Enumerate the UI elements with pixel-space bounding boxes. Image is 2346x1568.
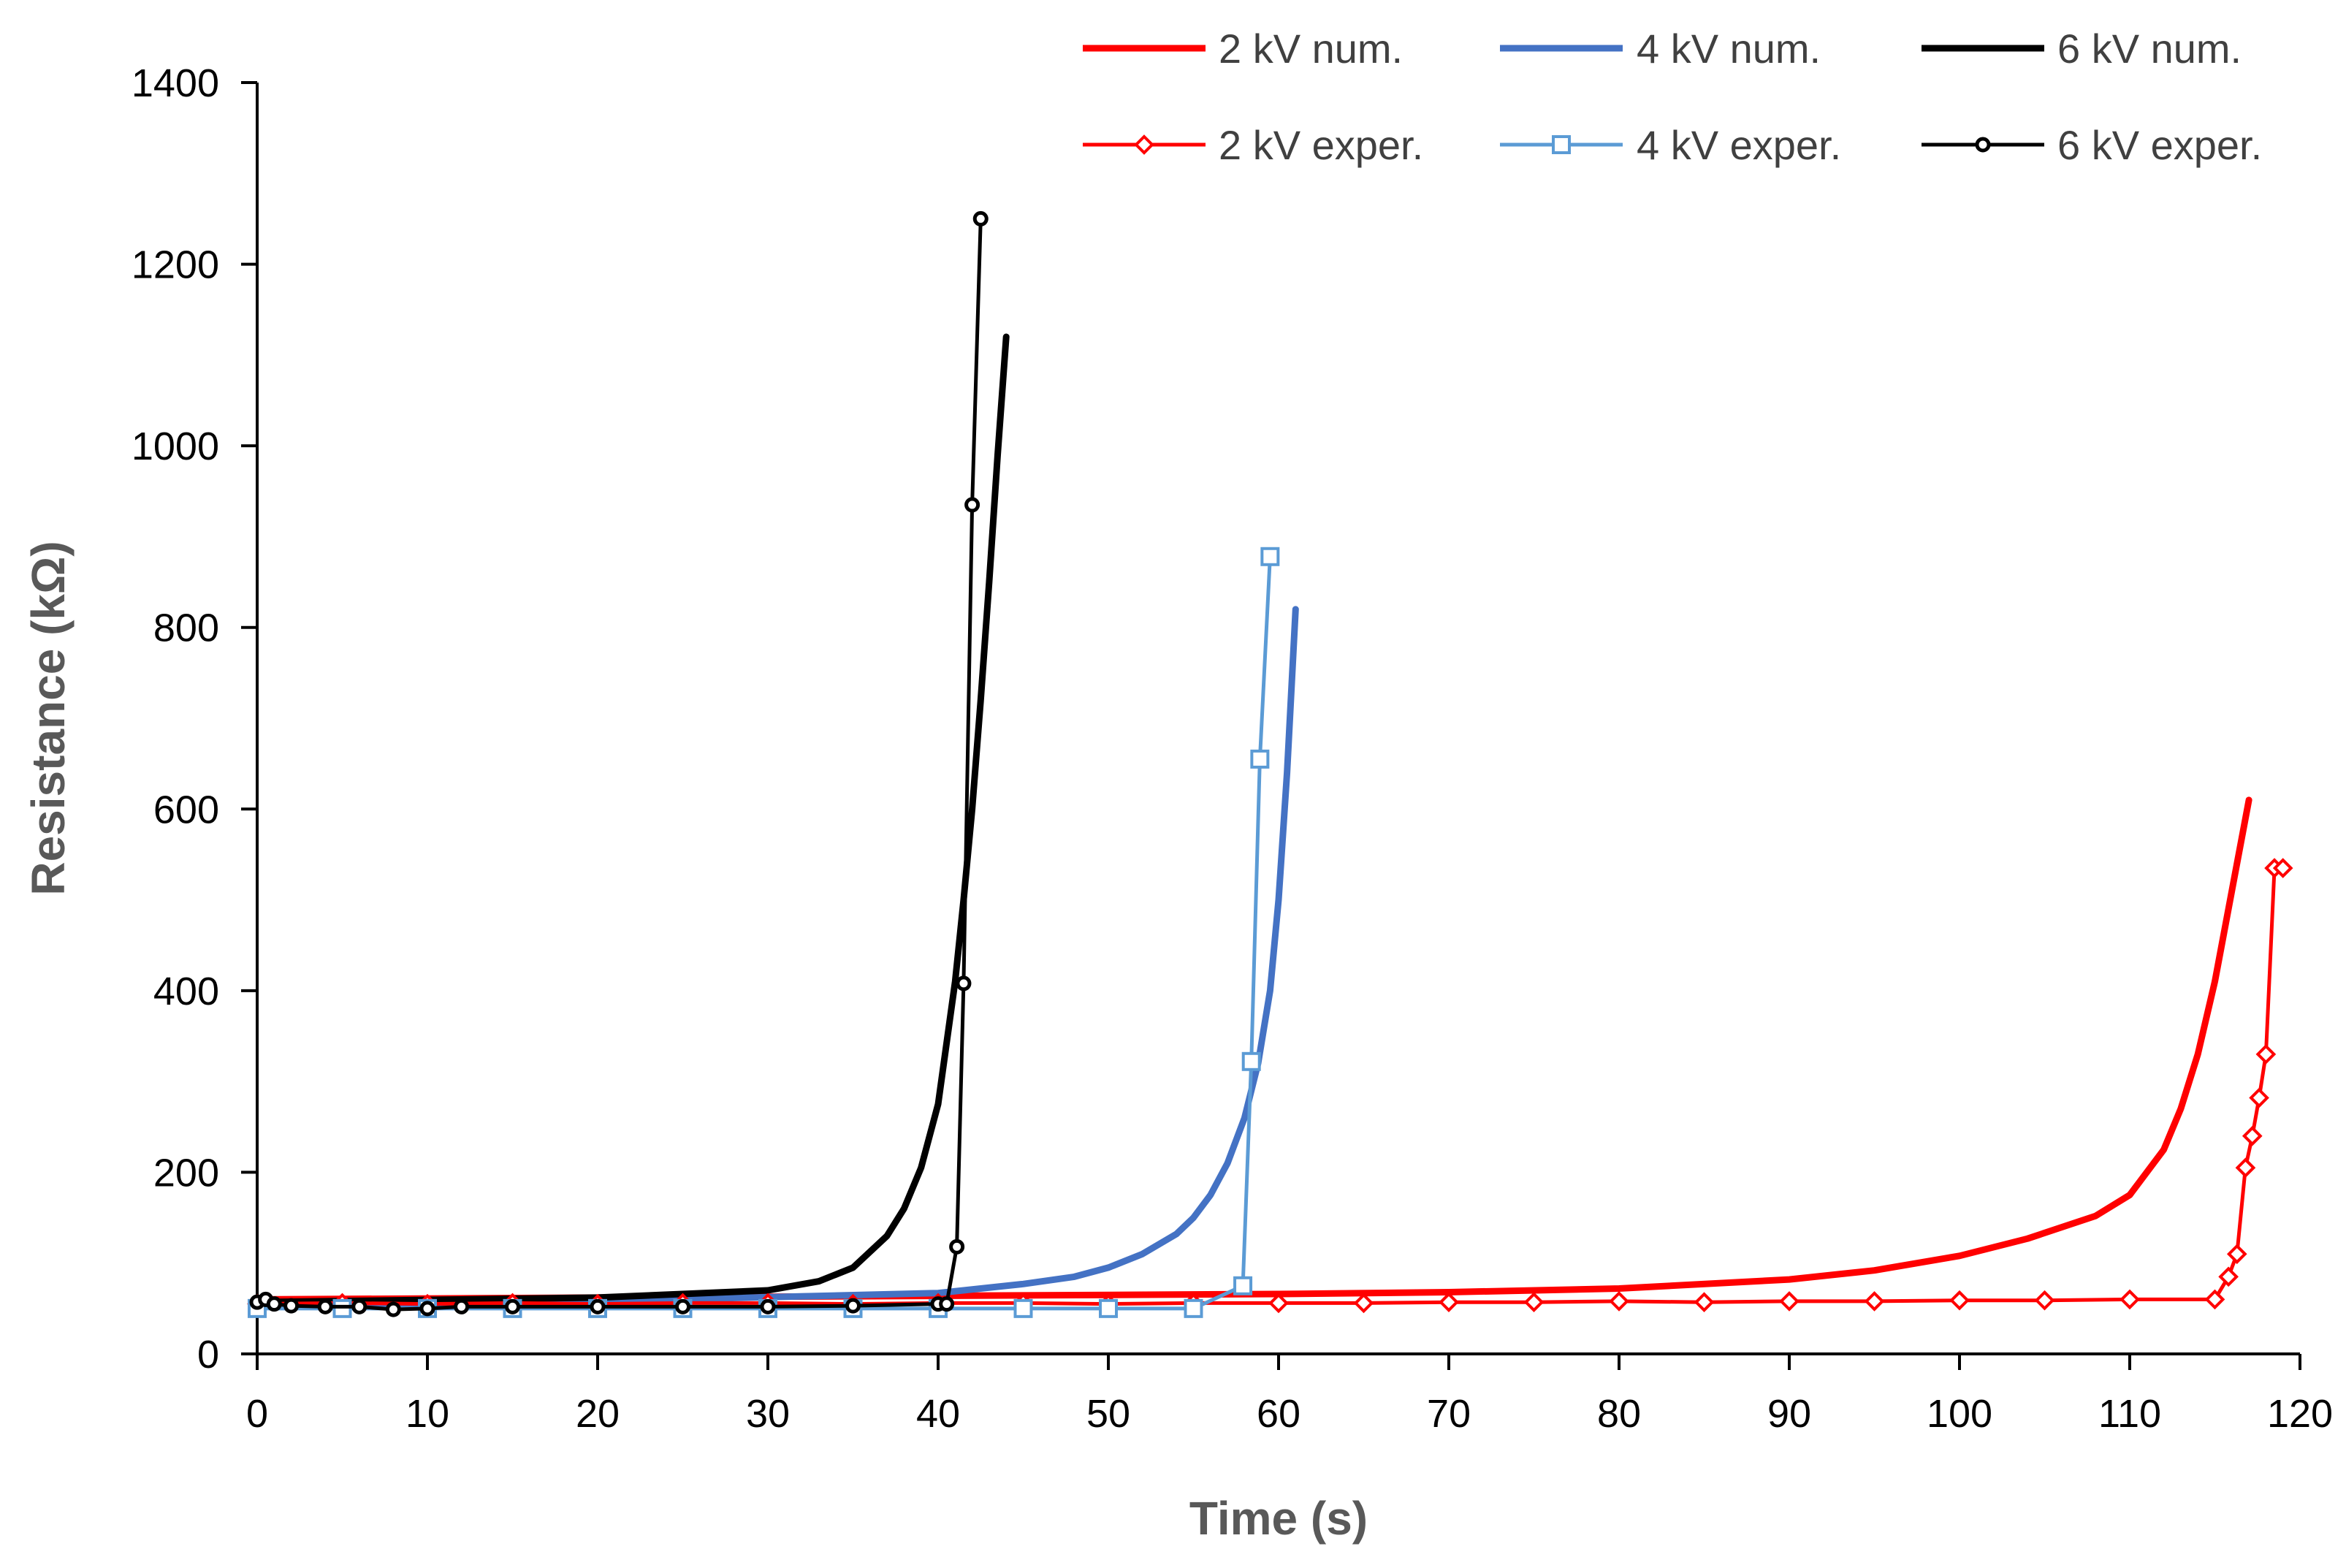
series-6-kv-exper	[249, 210, 989, 1317]
data-point-6-kv-exper	[956, 975, 972, 992]
legend-label-2kv-exper: 2 kV exper.	[1219, 122, 1423, 168]
legend-label-6kv-num: 6 kV num.	[2057, 26, 2242, 72]
y-tick-label: 400	[153, 970, 219, 1013]
legend-label-4kv-num: 4 kV num.	[1637, 26, 1821, 72]
x-axis-title: Time (s)	[1189, 1492, 1368, 1545]
legend-item-6kv-exper: 6 kV exper.	[1922, 122, 2262, 168]
x-tick-label: 40	[916, 1392, 960, 1436]
data-point-6-kv-exper	[760, 1298, 776, 1314]
x-tick-label: 30	[746, 1392, 790, 1436]
data-point-6-kv-exper	[845, 1298, 861, 1314]
data-point-2-kv-exper	[1609, 1291, 1629, 1312]
legend-marker-2kv-exper	[1134, 134, 1154, 155]
x-ticks: 0 10 20 30 40 50 60 70 80 90 100 110 120	[246, 1354, 2333, 1436]
y-tick-label: 1000	[132, 425, 219, 468]
data-point-6-kv-exper	[964, 497, 980, 513]
data-point-6-kv-exper	[351, 1298, 367, 1314]
data-point-2-kv-exper	[2235, 1157, 2256, 1179]
x-tick-label: 90	[1767, 1392, 1811, 1436]
data-point-4-kv-exper	[1233, 1276, 1253, 1295]
data-point-4-kv-exper	[1099, 1298, 1118, 1318]
data-point-6-kv-exper	[939, 1296, 955, 1312]
data-point-2-kv-exper	[1779, 1291, 1800, 1312]
legend-item-2kv-exper: 2 kV exper.	[1083, 122, 1423, 168]
data-point-2-kv-exper	[2255, 1044, 2277, 1065]
data-point-6-kv-exper	[505, 1298, 520, 1314]
x-tick-label: 50	[1086, 1392, 1130, 1436]
data-point-4-kv-exper	[1260, 547, 1280, 566]
series-4-kv-num	[254, 606, 1299, 1309]
x-tick-label: 0	[246, 1392, 268, 1436]
data-point-2-kv-exper	[2272, 858, 2293, 878]
legend-label-6kv-exper: 6 kV exper.	[2057, 122, 2262, 168]
data-point-6-kv-exper	[317, 1298, 333, 1314]
data-point-2-kv-exper	[2249, 1087, 2269, 1108]
data-point-2-kv-exper	[2218, 1266, 2239, 1287]
data-point-2-kv-exper	[2120, 1289, 2140, 1310]
y-tick-label: 200	[153, 1151, 219, 1195]
legend-marker-6kv-exper	[1975, 137, 1991, 153]
series-line-2-kv-exper	[255, 866, 2285, 1306]
data-point-2-kv-exper	[1353, 1293, 1374, 1314]
x-tick-label: 20	[576, 1392, 620, 1436]
data-point-6-kv-exper	[283, 1298, 300, 1314]
legend-item-6kv-num: 6 kV num.	[1922, 26, 2242, 72]
data-point-6-kv-exper	[972, 210, 989, 227]
y-ticks: 0 200 400 600 800 1000 1200 1400	[132, 61, 257, 1377]
data-point-4-kv-exper	[1250, 749, 1270, 769]
legend: 2 kV num. 4 kV num. 6 kV num. 2 kV exper…	[1083, 26, 2262, 168]
data-point-2-kv-exper	[1694, 1292, 1715, 1312]
legend-item-2kv-num: 2 kV num.	[1083, 26, 1403, 72]
series-layer	[247, 210, 2293, 1318]
y-tick-label: 1200	[132, 243, 219, 287]
data-point-6-kv-exper	[385, 1301, 401, 1317]
data-point-2-kv-exper	[1864, 1291, 1885, 1312]
x-tick-label: 60	[1257, 1392, 1300, 1436]
legend-marker-4kv-exper	[1552, 135, 1571, 154]
data-point-2-kv-exper	[1523, 1292, 1545, 1312]
legend-marker-symbol	[1552, 135, 1571, 154]
x-tick-label: 80	[1597, 1392, 1641, 1436]
legend-item-4kv-exper: 4 kV exper.	[1500, 122, 1841, 168]
x-tick-label: 120	[2267, 1392, 2333, 1436]
data-point-6-kv-exper	[266, 1296, 282, 1312]
x-tick-label: 10	[405, 1392, 449, 1436]
y-tick-label: 0	[197, 1333, 219, 1377]
series-line-6-kv-num	[254, 333, 1010, 1306]
data-point-4-kv-exper	[1013, 1298, 1033, 1318]
legend-label-4kv-exper: 4 kV exper.	[1637, 122, 1841, 168]
y-tick-label: 600	[153, 788, 219, 831]
data-point-6-kv-exper	[590, 1298, 606, 1314]
data-point-2-kv-exper	[2226, 1244, 2247, 1265]
y-tick-label: 1400	[132, 61, 219, 105]
legend-item-4kv-num: 4 kV num.	[1500, 26, 1821, 72]
legend-label-2kv-num: 2 kV num.	[1219, 26, 1403, 72]
series-6-kv-num	[254, 333, 1010, 1306]
data-point-2-kv-exper	[1268, 1293, 1289, 1314]
y-tick-label: 800	[153, 606, 219, 650]
data-point-2-kv-exper	[1949, 1290, 1970, 1311]
data-point-2-kv-exper	[2242, 1125, 2263, 1146]
data-point-6-kv-exper	[949, 1238, 965, 1255]
series-line-4-kv-num	[254, 606, 1299, 1309]
legend-marker-symbol	[1134, 134, 1154, 155]
data-point-6-kv-exper	[675, 1298, 690, 1314]
data-point-2-kv-exper	[1439, 1292, 1459, 1312]
data-point-2-kv-exper	[2034, 1290, 2055, 1311]
data-point-6-kv-exper	[419, 1301, 435, 1317]
data-point-4-kv-exper	[1184, 1298, 1203, 1318]
x-tick-label: 110	[2098, 1392, 2161, 1436]
y-axis-title: Resistance (kΩ)	[22, 541, 75, 895]
data-point-2-kv-exper	[2204, 1289, 2225, 1310]
x-tick-label: 70	[1427, 1392, 1471, 1436]
data-point-6-kv-exper	[454, 1298, 470, 1314]
legend-marker-symbol	[1975, 137, 1991, 153]
data-point-4-kv-exper	[1241, 1051, 1261, 1071]
x-tick-label: 100	[1927, 1392, 1992, 1436]
